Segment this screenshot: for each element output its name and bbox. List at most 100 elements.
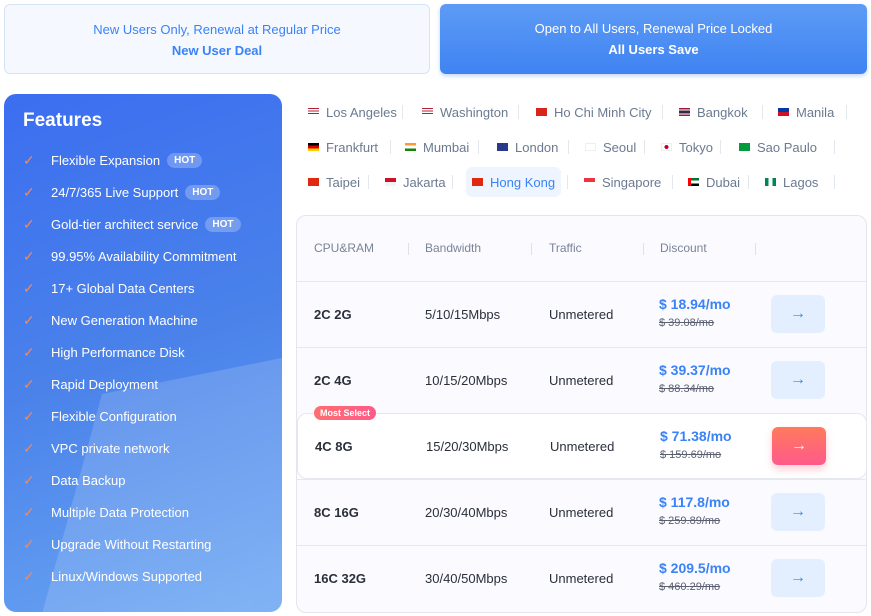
check-icon: ✓ [23,215,35,232]
check-icon: ✓ [23,439,35,456]
check-icon: ✓ [23,471,35,488]
most-select-badge: Most Select [314,406,377,420]
feature-label: Multiple Data Protection [51,504,190,520]
divider [643,243,644,255]
plan-row: 2C 4G 10/15/20Mbps Unmetered $ 39.37/mo … [297,347,866,413]
plan-row: 16C 32G 30/40/50Mbps Unmetered $ 209.5/m… [297,545,866,611]
divider [531,243,532,255]
divider [390,140,391,154]
arrow-right-icon: → [790,569,806,586]
traffic: Unmetered [549,373,614,388]
cpu-ram: 8C 16G [314,505,359,520]
location-ho-chi-minh-city[interactable]: Ho Chi Minh City [530,97,658,127]
buy-button[interactable]: → [771,361,825,399]
discount-price: $ 18.94/mo [659,296,731,312]
location-taipei[interactable]: Taipei [302,167,366,197]
location-label: London [515,139,559,155]
flag-id-icon [385,178,396,186]
hot-badge: HOT [185,184,221,200]
location-label: Ho Chi Minh City [554,104,652,120]
discount-price: $ 117.8/mo [659,494,730,510]
traffic: Unmetered [549,571,614,586]
buy-button[interactable]: → [771,295,825,333]
location-dubai[interactable]: Dubai [682,167,746,197]
cpu-ram: 2C 2G [314,307,352,322]
location-label: Washington [440,104,509,120]
divider [762,105,763,119]
feature-item: ✓ Upgrade Without Restarting [23,534,211,554]
divider [518,105,519,119]
tab-all-users-save[interactable]: Open to All Users, Renewal Price Locked … [440,4,867,74]
location-label: Manila [796,104,835,120]
original-price: $ 88.34/mo [659,383,715,395]
flag-kr-icon [585,143,596,151]
location-sao-paulo[interactable]: Sao Paulo [733,132,823,162]
feature-label: Flexible Expansion [51,152,161,168]
location-washington[interactable]: Washington [416,97,514,127]
feature-item: ✓ VPC private network [23,438,170,458]
feature-label: Data Backup [51,472,126,488]
divider [644,140,645,154]
location-tokyo[interactable]: Tokyo [655,132,719,162]
tab-title: All Users Save [608,42,699,57]
discount-price: $ 71.38/mo [660,428,732,444]
location-seoul[interactable]: Seoul [579,132,642,162]
divider [755,243,756,255]
header-traffic: Traffic [549,241,582,255]
arrow-right-icon: → [790,503,806,520]
flag-ae-icon [688,178,699,186]
divider [834,140,835,154]
location-lagos[interactable]: Lagos [759,167,824,197]
location-mumbai[interactable]: Mumbai [399,132,475,162]
check-icon: ✓ [23,343,35,360]
divider [720,140,721,154]
location-los-angeles[interactable]: Los Angeles [302,97,403,127]
feature-item: ✓ Rapid Deployment [23,374,158,394]
tab-new-user-deal[interactable]: New Users Only, Renewal at Regular Price… [4,4,430,74]
cpu-ram: 4C 8G [315,439,353,454]
feature-item: ✓ High Performance Disk [23,342,185,362]
flag-de-icon [308,143,319,151]
location-manila[interactable]: Manila [772,97,840,127]
arrow-right-icon: → [790,371,806,388]
flag-us-icon [422,108,433,116]
flag-hk-icon [472,178,483,186]
location-london[interactable]: London [491,132,564,162]
feature-label: VPC private network [51,440,170,456]
location-label: Bangkok [697,104,748,120]
divider [408,243,409,255]
flag-cn-icon [308,178,319,186]
check-icon: ✓ [23,311,35,328]
divider [478,140,479,154]
location-label: Jakarta [403,174,446,190]
flag-ph-icon [778,108,789,116]
location-label: Taipei [326,174,360,190]
buy-button[interactable]: → [772,427,826,465]
flag-ng-icon [765,178,776,186]
header-bandwidth: Bandwidth [425,241,482,255]
flag-th-icon [679,108,690,116]
location-bangkok[interactable]: Bangkok [673,97,754,127]
location-hong-kong[interactable]: Hong Kong [466,167,562,197]
check-icon: ✓ [23,375,35,392]
tab-title: New User Deal [171,43,263,58]
location-label: Tokyo [679,139,713,155]
location-label: Dubai [706,174,740,190]
feature-label: New Generation Machine [51,312,198,328]
location-jakarta[interactable]: Jakarta [379,167,452,197]
feature-item: ✓ New Generation Machine [23,310,198,330]
feature-item: ✓ Linux/Windows Supported [23,566,202,586]
divider [846,105,847,119]
location-frankfurt[interactable]: Frankfurt [302,132,384,162]
feature-label: Linux/Windows Supported [51,568,203,584]
divider [748,175,749,189]
location-label: Mumbai [423,139,470,155]
buy-button[interactable]: → [771,559,825,597]
feature-label: 17+ Global Data Centers [51,280,195,296]
original-price: $ 460.29/mo [659,581,721,593]
plan-row: 2C 2G 5/10/15Mbps Unmetered $ 18.94/mo $… [297,281,866,347]
location-singapore[interactable]: Singapore [578,167,667,197]
buy-button[interactable]: → [771,493,825,531]
check-icon: ✓ [23,503,35,520]
bandwidth: 5/10/15Mbps [425,307,501,322]
